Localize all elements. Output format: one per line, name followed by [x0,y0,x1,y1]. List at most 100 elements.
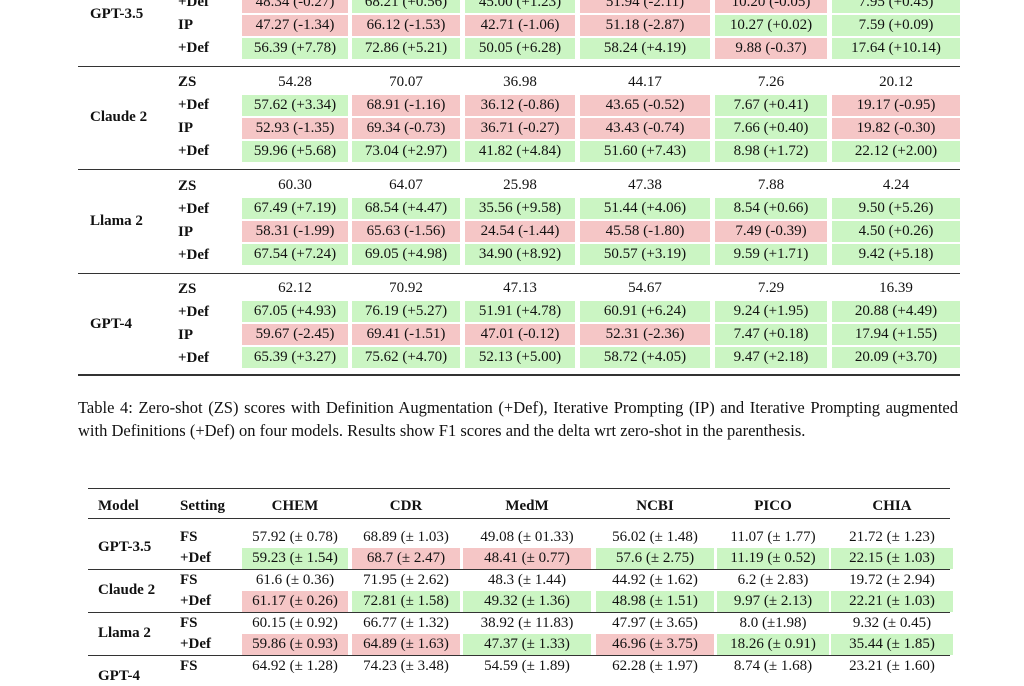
score-cell: 24.54 (-1.44) [465,221,575,243]
score-cell: 59.67 (-2.45) [242,324,348,346]
score-cell: 7.29 [757,280,785,297]
setting-label: +Def [178,349,210,366]
table-rule [88,569,950,570]
score-cell: 19.17 (-0.95) [832,94,960,116]
score-cell: 20.09 (+3.70) [832,347,960,369]
score-cell: 51.44 (+4.06) [580,198,710,220]
setting-label: IP [178,326,193,343]
score-cell: 62.28 (± 1.97) [612,657,698,674]
setting-label: +Def [178,303,210,320]
score-cell: 64.89 (± 1.63) [352,633,460,655]
score-cell: 47.27 (-1.34) [242,14,348,36]
model-label: GPT-3.5 [90,6,144,22]
score-cell: 61.17 (± 0.26) [242,590,348,612]
score-cell: 9.24 (+1.95) [715,301,827,323]
setting-label: +Def [180,636,212,652]
score-cell: 49.32 (± 1.36) [463,590,591,612]
score-cell: 11.07 (± 1.77) [730,528,816,545]
score-cell: 68.54 (+4.47) [352,198,460,220]
score-cell: 20.12 [879,73,913,90]
score-cell: 8.74 (± 1.68) [733,657,813,674]
setting-label: ZS [178,74,197,91]
score-cell: 71.95 (± 2.62) [363,571,449,588]
score-cell: 21.72 (± 1.23) [849,528,935,545]
table-rule [88,612,950,613]
column-header: NCBI [636,498,674,514]
setting-label: +Def [178,143,210,160]
score-cell: 18.26 (± 0.91) [717,633,829,655]
score-cell: 36.12 (-0.86) [465,94,575,116]
score-cell: 44.92 (± 1.62) [612,571,698,588]
score-cell: 8.98 (+1.72) [715,140,827,162]
score-cell: 74.23 (± 3.48) [363,657,449,674]
score-cell: 4.50 (+0.26) [832,221,960,243]
score-cell: 10.27 (+0.02) [715,14,827,36]
score-cell: 22.21 (± 1.03) [831,590,953,612]
score-cell: 7.59 (+0.09) [832,14,960,36]
score-cell: 36.71 (-0.27) [465,117,575,139]
column-header: Model [98,498,139,514]
score-cell: 25.98 [503,177,537,194]
score-cell: 52.93 (-1.35) [242,117,348,139]
table-rule [78,66,960,67]
score-cell: 65.63 (-1.56) [352,221,460,243]
model-label: GPT-4 [90,315,132,332]
score-cell: 17.94 (+1.55) [832,324,960,346]
score-cell: 54.28 [278,73,312,90]
setting-label: +Def [180,550,212,566]
score-cell: 9.88 (-0.37) [715,37,827,59]
score-cell: 57.6 (± 2.75) [596,547,714,569]
score-cell: 51.94 (-2.11) [580,0,710,13]
setting-label: FS [180,615,198,631]
table-rule [78,272,960,274]
table-caption: Table 4: Zero-shot (ZS) scores with Defi… [78,398,958,440]
score-cell: 58.31 (-1.99) [242,221,348,243]
model-label: Claude 2 [98,582,156,598]
score-cell: 35.56 (+9.58) [465,198,575,220]
score-cell: 16.39 [879,280,913,297]
score-cell: 68.89 (± 1.03) [363,528,449,545]
score-cell: 67.05 (+4.93) [242,301,348,323]
score-cell: 47.01 (-0.12) [465,324,575,346]
score-cell: 47.97 (± 3.65) [612,614,698,631]
score-cell: 46.96 (± 3.75) [596,633,714,655]
score-cell: 60.15 (± 0.92) [252,614,338,631]
score-cell: 56.02 (± 1.48) [612,528,698,545]
score-cell: 45.58 (-1.80) [580,221,710,243]
score-cell: 47.13 [503,280,537,297]
score-cell: 52.13 (+5.00) [465,347,575,369]
score-cell: 10.20 (-0.05) [715,0,827,13]
score-cell: 6.2 (± 2.83) [737,571,809,588]
score-cell: 54.67 [628,280,662,297]
score-cell: 52.31 (-2.36) [580,324,710,346]
score-cell: 70.92 [389,280,423,297]
score-cell: 7.49 (-0.39) [715,221,827,243]
score-cell: 49.08 (± 01.33) [480,528,574,545]
score-cell: 64.92 (± 1.28) [252,657,338,674]
score-cell: 9.47 (+2.18) [715,347,827,369]
score-cell: 20.88 (+4.49) [832,301,960,323]
score-cell: 50.57 (+3.19) [580,244,710,266]
score-cell: 36.98 [503,73,537,90]
score-cell: 41.82 (+4.84) [465,140,575,162]
setting-label: +Def [178,200,210,217]
score-cell: 54.59 (± 1.89) [484,657,570,674]
score-cell: 9.50 (+5.26) [832,198,960,220]
score-cell: 48.41 (± 0.77) [463,547,591,569]
score-cell: 9.59 (+1.71) [715,244,827,266]
score-cell: 60.30 [278,177,312,194]
score-cell: 7.47 (+0.18) [715,324,827,346]
setting-label: +Def [178,246,210,263]
score-cell: 61.6 (± 0.36) [255,571,335,588]
score-cell: 64.07 [389,177,423,194]
score-cell: 73.04 (+2.97) [352,140,460,162]
setting-label: FS [180,572,198,588]
setting-label: +Def [178,97,210,114]
model-label: GPT-4 [98,668,140,684]
score-cell: 7.66 (+0.40) [715,117,827,139]
score-cell: 22.12 (+2.00) [832,140,960,162]
score-cell: 68.21 (+0.56) [352,0,460,13]
model-label: GPT-3.5 [98,539,152,555]
score-cell: 43.65 (-0.52) [580,94,710,116]
